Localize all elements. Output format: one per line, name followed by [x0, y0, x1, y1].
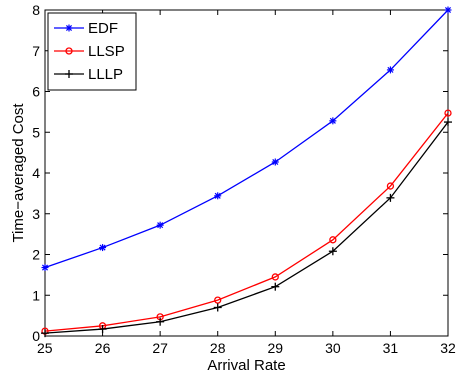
data-point-lllp-32 — [444, 118, 452, 127]
data-point-llsp-28 — [214, 296, 222, 304]
data-point-edf-32 — [444, 6, 452, 14]
data-point-lllp-26 — [98, 325, 107, 334]
data-point-lllp-29 — [271, 282, 280, 291]
x-tick-label-25: 25 — [37, 340, 53, 356]
x-tick-label-29: 29 — [267, 340, 283, 356]
y-tick-label-3: 3 — [32, 206, 40, 222]
y-tick-label-0: 0 — [32, 328, 40, 344]
data-point-edf-31 — [386, 66, 394, 74]
data-point-lllp-31 — [386, 193, 395, 202]
x-axis-label: Arrival Rate — [207, 357, 285, 374]
data-point-lllp-30 — [328, 247, 337, 256]
y-tick-label-1: 1 — [32, 287, 40, 303]
x-tick-label-26: 26 — [95, 340, 111, 356]
legend-marker-llsp — [65, 47, 73, 55]
data-point-edf-29 — [271, 158, 279, 166]
data-point-edf-27 — [156, 221, 164, 229]
x-tick-label-27: 27 — [152, 340, 168, 356]
y-tick-label-2: 2 — [32, 247, 40, 263]
data-point-llsp-30 — [329, 236, 337, 244]
data-point-edf-28 — [214, 192, 222, 200]
series-line-edf — [44, 9, 449, 269]
data-point-edf-26 — [99, 244, 107, 252]
data-point-edf-30 — [329, 117, 337, 125]
x-tick-label-32: 32 — [440, 340, 456, 356]
series-layer — [41, 6, 452, 338]
series-line-lllp — [44, 121, 449, 334]
series-line-llsp — [44, 112, 449, 332]
y-tick-label-8: 8 — [32, 2, 40, 18]
legend-label-edf: EDF — [88, 20, 118, 37]
data-point-edf-25 — [41, 264, 49, 272]
data-point-lllp-27 — [156, 317, 165, 326]
data-point-lllp-25 — [41, 329, 49, 338]
data-point-llsp-31 — [386, 182, 395, 190]
legend-marker-lllp — [65, 70, 73, 78]
y-tick-label-6: 6 — [32, 84, 40, 100]
y-tick-label-7: 7 — [32, 43, 40, 59]
x-tick-label-28: 28 — [210, 340, 226, 356]
y-tick-label-5: 5 — [32, 124, 40, 140]
data-point-llsp-32 — [444, 109, 452, 117]
legend: EDF LLSP LLLP — [47, 12, 137, 91]
x-tick-label-31: 31 — [383, 340, 399, 356]
data-point-lllp-28 — [213, 303, 222, 312]
y-axis-label: Time−averaged Cost — [10, 103, 27, 243]
x-tick-label-30: 30 — [325, 340, 341, 356]
data-point-llsp-29 — [271, 273, 279, 281]
legend-label-llsp: LLSP — [88, 43, 125, 60]
legend-label-lllp: LLLP — [88, 66, 123, 83]
axis-ticks: 25 26 27 28 29 30 31 32 0 1 2 3 4 5 6 7 8 — [32, 2, 456, 356]
y-tick-label-4: 4 — [32, 165, 40, 181]
legend-marker-edf — [65, 24, 73, 32]
